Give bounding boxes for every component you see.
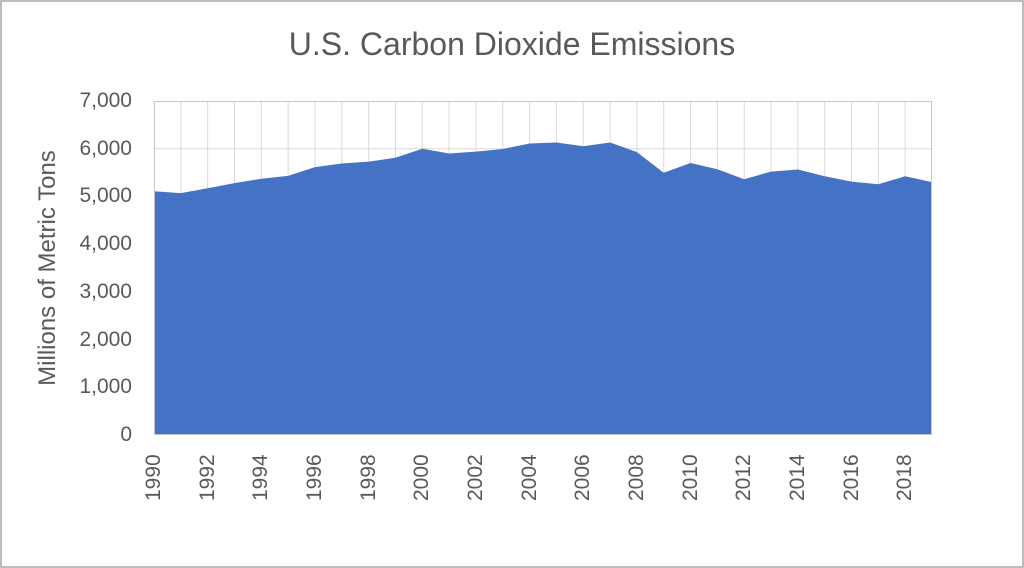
y-tick-label: 5,000	[79, 184, 132, 208]
x-tick-label: 2008	[624, 454, 648, 501]
x-tick-label: 2010	[678, 454, 702, 501]
x-tick-label: 1990	[142, 454, 165, 501]
emissions-area-series	[154, 142, 932, 435]
y-tick-label: 2,000	[79, 327, 132, 351]
plot-border	[154, 101, 932, 435]
plot-area	[154, 101, 932, 435]
y-tick-label: 7,000	[79, 89, 132, 112]
x-tick-label: 1998	[356, 454, 380, 501]
x-tick-label: 2016	[839, 454, 863, 501]
x-tick-label: 1992	[195, 454, 219, 501]
y-tick-label: 3,000	[79, 279, 132, 303]
x-tick-label: 2006	[571, 454, 595, 501]
x-tick-label: 1996	[302, 454, 326, 501]
y-tick-label: 6,000	[79, 136, 132, 160]
x-tick-label: 2018	[893, 454, 917, 501]
y-tick-label: 0	[120, 423, 132, 446]
x-tick-label: 2014	[785, 454, 809, 501]
x-tick-label: 2000	[410, 454, 434, 501]
x-tick-label: 2002	[463, 454, 487, 501]
y-tick-label: 1,000	[79, 375, 132, 399]
x-tick-label: 2012	[732, 454, 756, 501]
x-tick-label: 2004	[517, 454, 541, 501]
y-tick-label: 4,000	[79, 232, 132, 256]
chart-title: U.S. Carbon Dioxide Emissions	[288, 26, 736, 62]
x-tick-label: 1994	[249, 454, 273, 501]
area-chart-svg	[154, 101, 932, 435]
